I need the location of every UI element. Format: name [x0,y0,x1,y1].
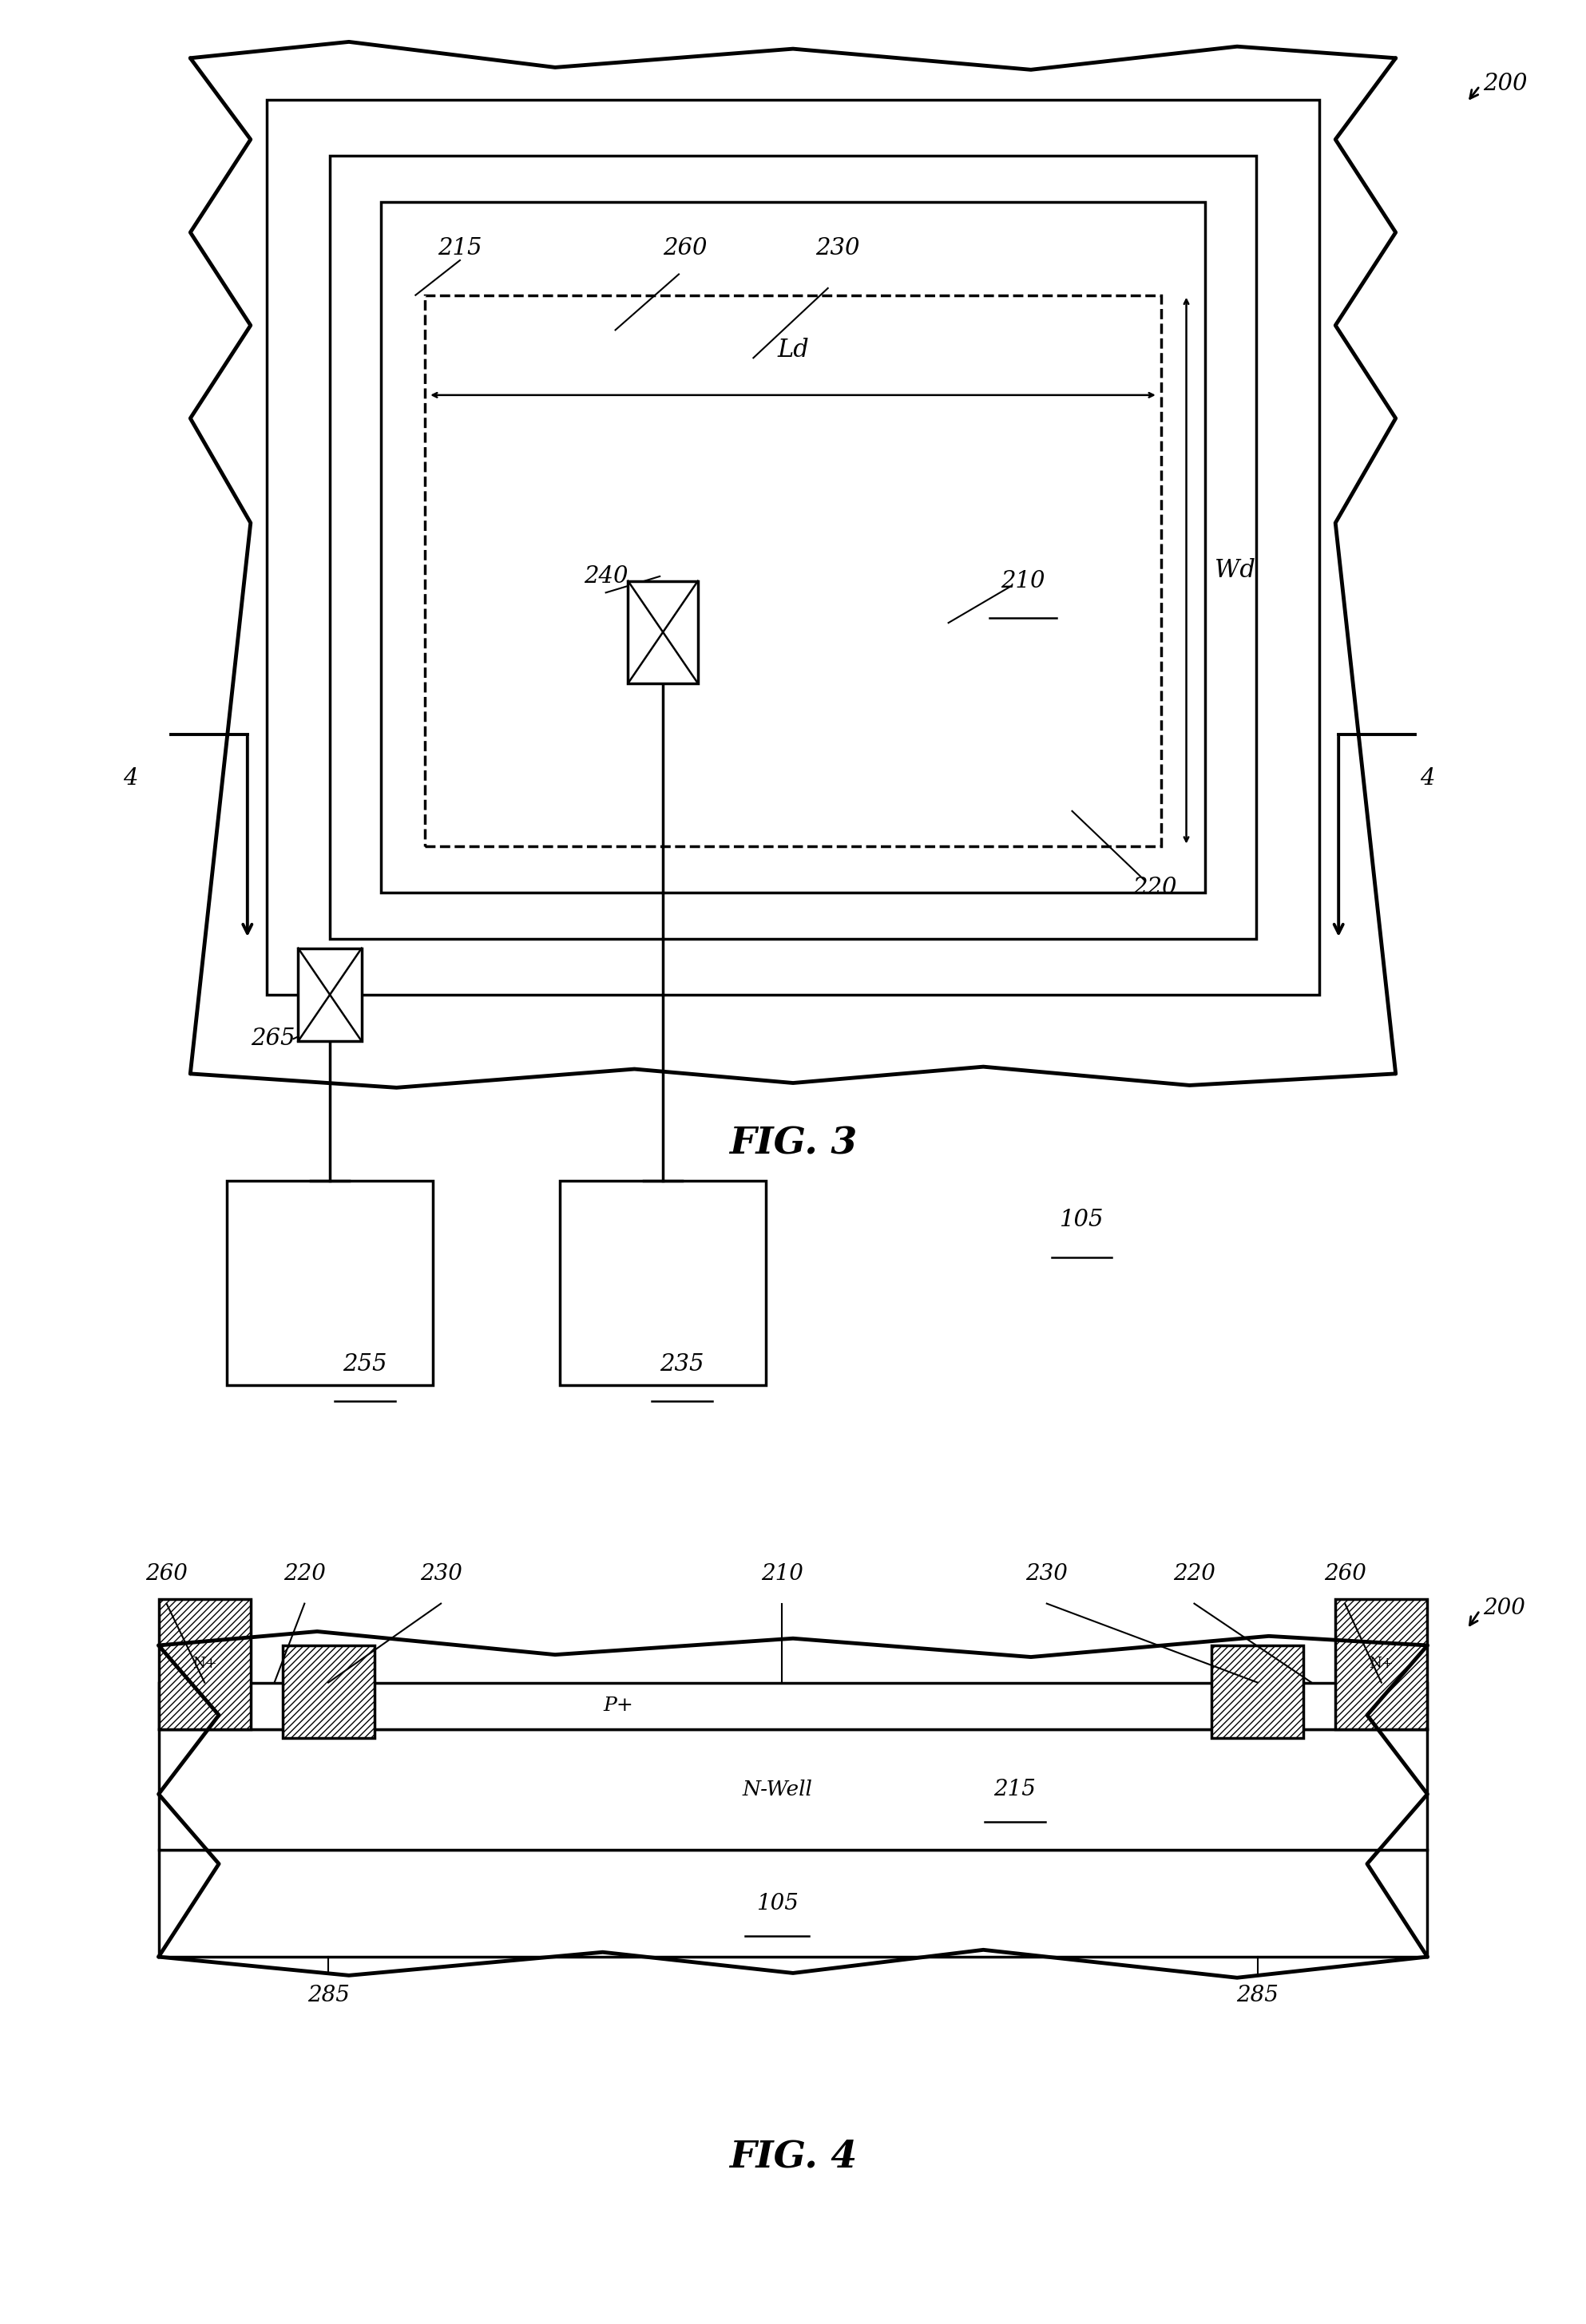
Bar [560,1181,766,1385]
Text: 240: 240 [584,565,628,588]
Text: 235: 235 [660,1353,704,1376]
Text: N-Well: N-Well [742,1780,812,1799]
Text: N+: N+ [192,1657,217,1671]
Text: FIG. 4: FIG. 4 [730,2138,856,2175]
Bar [1212,1645,1304,1738]
Bar [159,1683,1427,1729]
Text: Ld: Ld [777,337,809,363]
Text: 200: 200 [1483,72,1527,95]
Text: 215: 215 [438,237,482,260]
Text: 4: 4 [1419,767,1435,790]
Text: 220: 220 [1174,1564,1215,1585]
Bar [298,948,362,1041]
Text: 215: 215 [994,1778,1036,1801]
Bar [330,156,1256,939]
Bar [381,202,1205,892]
Bar [1335,1599,1427,1729]
Text: 220: 220 [1132,876,1177,899]
Text: Wd: Wd [1215,558,1256,583]
Text: 260: 260 [663,237,707,260]
Text: 220: 220 [284,1564,325,1585]
Text: FIG. 3: FIG. 3 [730,1125,856,1162]
Text: 200: 200 [1483,1597,1526,1620]
Bar [227,1181,433,1385]
Text: P+: P+ [603,1697,634,1715]
Text: 210: 210 [1001,569,1045,593]
Text: 105: 105 [1059,1208,1104,1232]
Bar [159,1850,1427,1957]
Bar [159,1599,251,1729]
Bar [628,581,698,683]
Text: 260: 260 [1324,1564,1366,1585]
Text: 230: 230 [420,1564,462,1585]
Text: 4: 4 [122,767,138,790]
Text: 285: 285 [308,1985,349,2006]
Bar [425,295,1161,846]
Text: 255: 255 [343,1353,387,1376]
Bar [266,100,1320,995]
Bar [159,1729,1427,1850]
Text: 210: 210 [761,1564,803,1585]
Text: 285: 285 [1237,1985,1278,2006]
Text: 230: 230 [815,237,860,260]
Text: 260: 260 [146,1564,187,1585]
Text: N+: N+ [1369,1657,1394,1671]
Text: 265: 265 [251,1027,295,1050]
Text: 230: 230 [1026,1564,1067,1585]
Bar [282,1645,374,1738]
Text: 105: 105 [757,1892,798,1915]
